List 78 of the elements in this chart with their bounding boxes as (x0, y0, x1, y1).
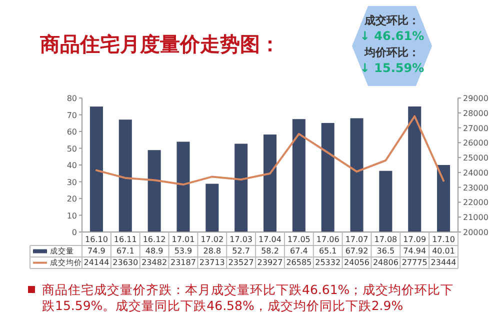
x-tick-label: 17.10 (432, 235, 455, 244)
data-label: 36.5 (376, 246, 395, 256)
data-label: 23444 (430, 258, 456, 267)
y2-tick-label: 27000 (463, 124, 488, 133)
y-tick-label: 80 (66, 94, 77, 103)
y2-tick-label: 22000 (463, 198, 488, 208)
bar (263, 134, 277, 232)
text: 成交环比： (364, 14, 420, 27)
data-label: 48.9 (145, 246, 164, 256)
y-tick-label: 30 (66, 178, 77, 187)
y-tick-label: 10 (66, 211, 77, 220)
data-label: 23187 (170, 258, 196, 267)
bar (437, 164, 450, 232)
data-label: 53.9 (174, 246, 192, 256)
data-label: 23630 (112, 258, 138, 267)
y-tick-label: 60 (66, 128, 77, 136)
y2-tick-label: 23000 (463, 183, 488, 192)
bar (408, 106, 422, 232)
data-label: 24144 (84, 258, 110, 267)
data-label: 40.01 (432, 246, 455, 256)
data-label: 67.4 (290, 246, 308, 256)
x-tick-label: 17.07 (345, 235, 368, 244)
bar (321, 122, 334, 232)
bar (176, 142, 190, 232)
data-label: 65.1 (318, 246, 337, 256)
bar (206, 184, 219, 232)
data-label: 74.94 (403, 246, 426, 256)
y-tick-label: 70 (66, 110, 77, 120)
y2-tick-label: 26000 (463, 138, 488, 148)
data-label: 67.92 (345, 246, 368, 256)
x-tick-label: 16.10 (85, 235, 108, 244)
x-tick-label: 17.05 (287, 235, 310, 244)
bar (234, 144, 248, 232)
data-label: 23527 (228, 258, 254, 267)
y2-tick-label: 28000 (463, 108, 488, 118)
y-tick-label: 50 (66, 144, 77, 154)
bar (90, 106, 103, 232)
y2-tick-label: 24000 (463, 168, 488, 178)
data-label: 26585 (286, 258, 312, 267)
data-label: 74.9 (88, 246, 106, 256)
data-label: 28.8 (203, 246, 222, 256)
bar (148, 150, 161, 232)
x-tick-label: 17.06 (316, 235, 340, 244)
line-series (95, 115, 445, 186)
x-tick-label: 17.03 (230, 235, 253, 244)
data-label: 52.7 (232, 246, 250, 256)
data-label: 67.1 (116, 246, 134, 256)
data-label: 23713 (199, 258, 225, 267)
text: ↓ 15.59% (360, 61, 424, 75)
x-tick-label: 17.04 (258, 235, 282, 244)
x-tick-label: 17.02 (200, 235, 224, 244)
x-tick-label: 16.12 (142, 235, 166, 244)
chart-title: 商品住宅月度量价走势图： (39, 32, 280, 56)
x-tick-label: 17.08 (374, 235, 398, 244)
y2-tick-label: 29000 (463, 94, 488, 103)
data-label: 24806 (372, 258, 398, 267)
x-tick-label: 16.11 (114, 235, 137, 244)
data-label: 23927 (257, 258, 283, 267)
data-label: 27775 (402, 258, 428, 267)
y-tick-label: 40 (66, 161, 77, 170)
bar (379, 170, 392, 232)
x-tick-label: 17.01 (172, 235, 195, 244)
text: 均价环比： (364, 46, 420, 59)
bar (292, 119, 306, 232)
data-label: 24056 (344, 258, 370, 267)
data-label: 58.2 (261, 246, 279, 256)
y2-tick-label: 25000 (463, 154, 488, 163)
y2-tick-label: 20000 (463, 228, 488, 237)
x-tick-label: 17.09 (403, 235, 426, 244)
y-tick-label: 0 (72, 228, 77, 237)
text: 商品住宅成交量价齐跌：本月成交量环比下跌46.61%；成交均价环比下跌15.59%。成交量同比下跌46.58%，成交均价同比下跌2.9% (42, 282, 454, 313)
y2-tick-label: 21000 (463, 213, 488, 222)
bar (118, 120, 132, 232)
bar (350, 118, 364, 232)
text: ↓ 46.61% (360, 29, 424, 43)
data-label: 23482 (142, 258, 168, 267)
data-label: 25332 (315, 258, 341, 267)
y-tick-label: 20 (66, 194, 77, 204)
